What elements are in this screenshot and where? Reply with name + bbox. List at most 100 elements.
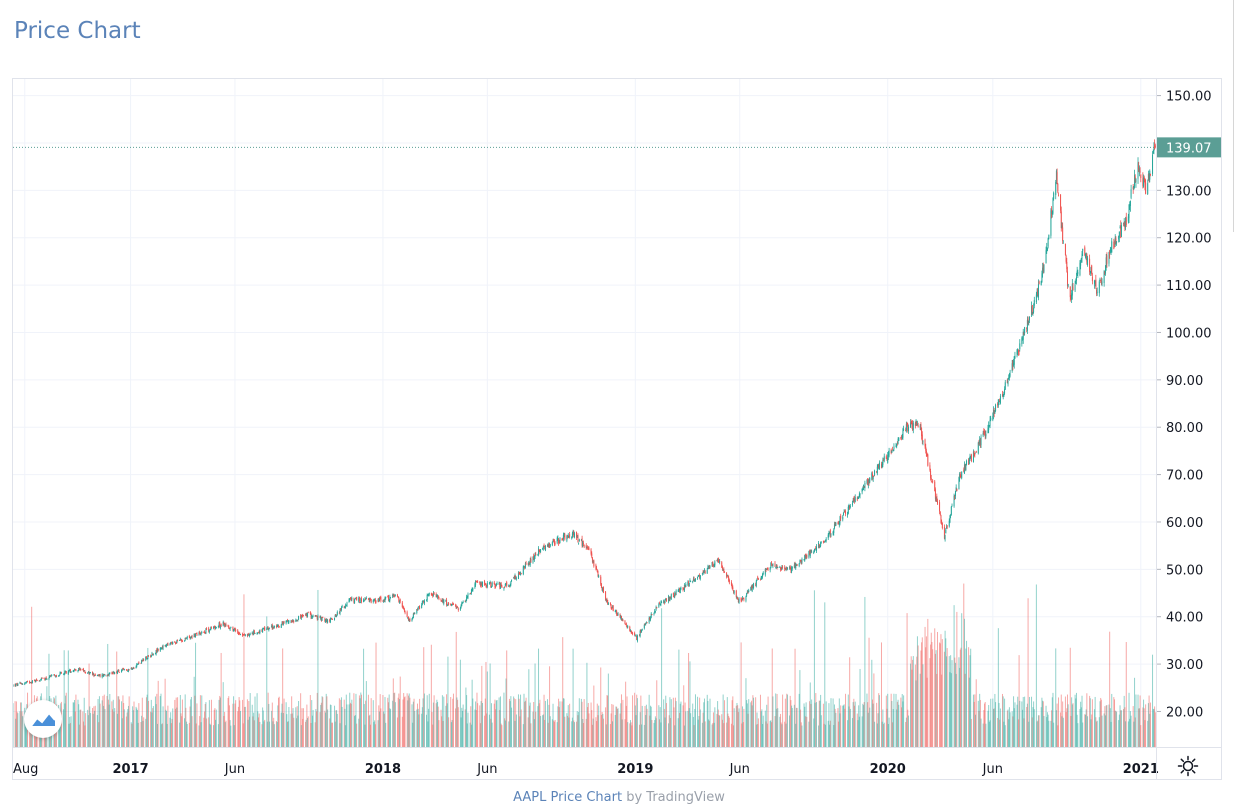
volume-bar [762, 723, 764, 747]
candle-body [74, 668, 76, 671]
candle-body [201, 631, 203, 634]
gear-icon[interactable] [1176, 754, 1200, 778]
volume-bar [648, 694, 650, 747]
volume-bar [509, 701, 511, 747]
candle-body [910, 422, 912, 428]
candle-body [31, 680, 33, 684]
tradingview-logo-icon[interactable] [24, 700, 62, 738]
candle-body [872, 476, 874, 479]
volume-bar [114, 708, 116, 747]
candle-body [777, 566, 779, 568]
candle-body [1154, 145, 1156, 148]
volume-bar [897, 699, 899, 747]
volume-bar [941, 674, 943, 747]
candle-body [607, 600, 609, 604]
candle-body [661, 602, 663, 604]
volume-bar [268, 703, 270, 747]
candle-body [843, 510, 845, 512]
candle-body [505, 583, 507, 584]
volume-bar [122, 695, 124, 747]
candle-body [800, 559, 802, 561]
candle-body [24, 683, 26, 685]
candle-body [988, 425, 990, 426]
candle-body [179, 640, 181, 641]
volume-bar [469, 722, 471, 747]
volume-bar [833, 725, 835, 747]
volume-bar [645, 715, 647, 747]
volume-bar [863, 705, 865, 747]
volume-bar [394, 692, 396, 747]
candle-body [848, 504, 850, 508]
volume-bar [1033, 709, 1035, 747]
candle-body [655, 607, 657, 611]
candle-body [931, 481, 933, 483]
volume-bar [867, 702, 869, 747]
volume-bar [735, 705, 737, 747]
candle-body [164, 645, 166, 647]
volume-bar [457, 699, 459, 747]
candle-body [620, 616, 622, 621]
candle-body [1067, 284, 1069, 286]
candle-body [970, 454, 972, 462]
candle-body [246, 634, 248, 636]
volume-bar [256, 693, 258, 747]
volume-bar [551, 719, 553, 747]
volume-bar [1125, 642, 1127, 747]
candle-body [743, 598, 745, 600]
volume-bar [576, 721, 578, 747]
volume-bar [451, 720, 453, 747]
volume-bar [157, 680, 159, 747]
candle-body [736, 597, 738, 599]
volume-bar [1096, 720, 1098, 747]
attribution-link[interactable]: AAPL Price Chart [513, 790, 623, 805]
candle-body [853, 498, 855, 500]
candle-body [494, 585, 496, 588]
volume-bar [380, 708, 382, 747]
candle-body [190, 636, 192, 638]
candle-body [557, 537, 559, 540]
candle-body [1042, 267, 1044, 275]
volume-bar [365, 700, 367, 747]
volume-bar [188, 722, 190, 747]
volume-bar [906, 613, 908, 747]
volume-bar [486, 713, 488, 747]
volume-bar [1101, 715, 1103, 747]
candle-body [547, 545, 549, 547]
candle-body [761, 577, 763, 579]
volume-bar [728, 717, 730, 747]
candle-body [141, 660, 143, 662]
volume-bar [1074, 694, 1076, 747]
candle-body [548, 542, 550, 546]
chart-frame[interactable]: 150.00140.00130.00120.00110.00100.0090.0… [12, 78, 1222, 780]
candle-body [670, 594, 672, 600]
candle-body [1120, 225, 1122, 239]
volume-bar [769, 720, 771, 747]
candle-body [813, 549, 815, 553]
candle-body [1147, 174, 1149, 180]
volume-bar [747, 713, 749, 747]
volume-bar [375, 642, 377, 747]
candle-body [1086, 254, 1088, 263]
candle-body [266, 628, 268, 630]
candle-body [724, 571, 726, 573]
volume-bar [533, 702, 535, 747]
candle-body [1119, 227, 1121, 229]
candle-body [206, 628, 208, 630]
candle-body [915, 420, 917, 426]
candle-layer [13, 139, 1156, 687]
volume-bar [717, 701, 719, 747]
volume-bar [982, 723, 984, 747]
volume-bar [1013, 696, 1015, 747]
candle-body [895, 445, 897, 448]
volume-bar [65, 692, 67, 747]
volume-bar [225, 720, 227, 747]
candle-body [762, 573, 764, 574]
price-chart[interactable]: 150.00140.00130.00120.00110.00100.0090.0… [13, 79, 1221, 779]
volume-bar [878, 695, 880, 747]
candle-body [489, 582, 491, 584]
candle-body [132, 668, 134, 669]
candle-body [950, 506, 952, 515]
volume-bar [490, 718, 492, 747]
candle-body [1051, 211, 1053, 214]
candle-body [612, 606, 614, 608]
